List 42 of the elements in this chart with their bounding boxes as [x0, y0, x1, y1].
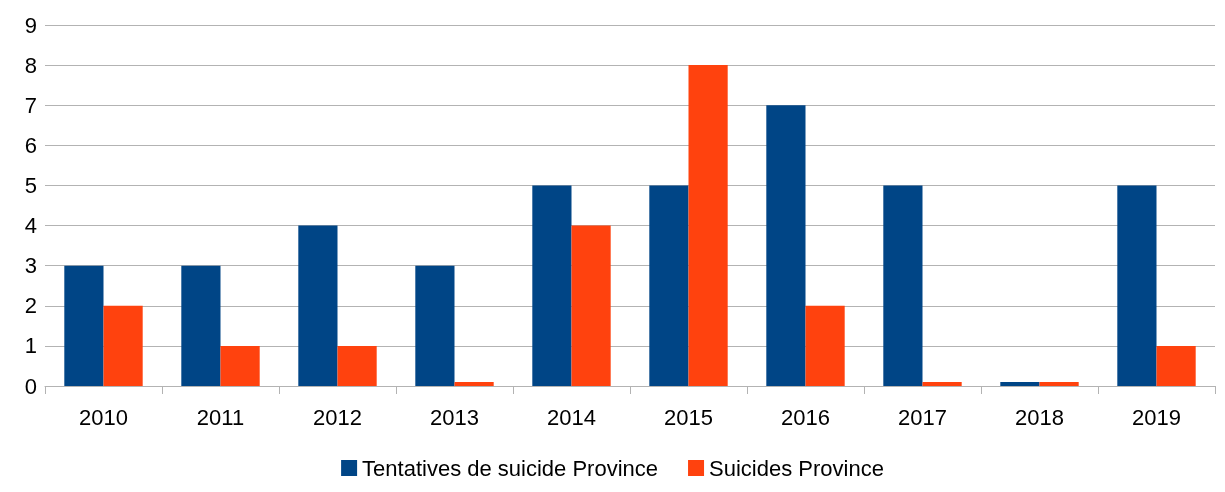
bar	[688, 65, 728, 386]
x-tick-label: 2018	[1015, 404, 1064, 430]
y-tick-label: 9	[24, 12, 37, 38]
bar	[1156, 345, 1196, 386]
y-tick-label: 2	[24, 293, 37, 319]
bar	[1000, 381, 1040, 386]
bar	[337, 345, 377, 386]
bar	[532, 185, 572, 386]
y-tick-label: 8	[24, 52, 37, 78]
y-tick-label: 3	[24, 253, 37, 279]
legend-label: Tentatives de suicide Province	[362, 455, 659, 481]
y-tick-label: 0	[24, 373, 37, 399]
bar	[1117, 185, 1157, 386]
x-tick-label: 2016	[781, 404, 830, 430]
y-tick-label: 5	[24, 172, 37, 198]
x-tick-label: 2019	[1132, 404, 1181, 430]
bar	[415, 265, 455, 386]
bar	[103, 305, 143, 386]
bar	[883, 185, 923, 386]
bar	[64, 265, 104, 386]
x-tick-label: 2014	[547, 404, 596, 430]
y-tick-label: 1	[24, 333, 37, 359]
x-tick-label: 2015	[664, 404, 713, 430]
x-tick-label: 2013	[430, 404, 479, 430]
x-tick-label: 2010	[79, 404, 128, 430]
bar	[181, 265, 221, 386]
x-tick-label: 2011	[196, 404, 245, 430]
bar	[766, 105, 806, 386]
bar	[922, 381, 962, 386]
bar	[454, 381, 494, 386]
bar	[805, 305, 845, 386]
bar	[649, 185, 689, 386]
legend-label: Suicides Province	[709, 455, 884, 481]
bar	[1039, 381, 1079, 386]
bar	[220, 345, 260, 386]
y-tick-label: 6	[24, 132, 37, 158]
y-tick-label: 4	[24, 213, 37, 239]
bar	[571, 225, 611, 386]
bar	[298, 225, 338, 386]
x-tick-label: 2017	[898, 404, 947, 430]
y-tick-label: 7	[24, 92, 37, 118]
x-tick-label: 2012	[313, 404, 362, 430]
